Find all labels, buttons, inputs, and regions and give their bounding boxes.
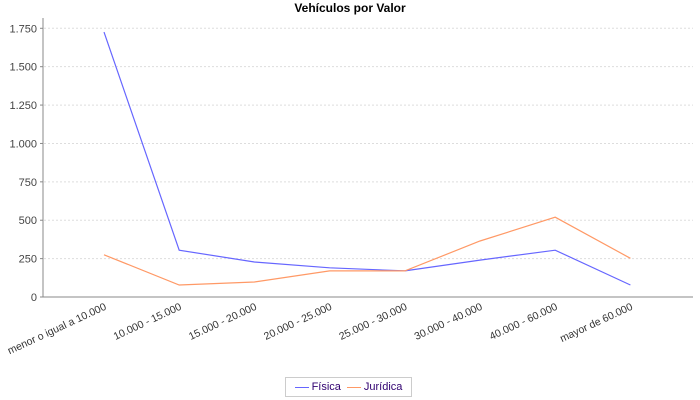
x-tick-label: 30.000 - 40.000	[413, 301, 485, 343]
y-tick-label: 1.750	[9, 23, 37, 35]
y-tick-label: 0	[31, 292, 37, 304]
legend-item-fisica: Física	[294, 381, 341, 393]
legend-label-fisica: Física	[311, 381, 341, 393]
y-tick-label: 1.000	[9, 138, 37, 150]
chart-title: Vehículos por Valor	[294, 1, 406, 15]
x-tick-label: menor o igual a 10.000	[6, 301, 109, 357]
legend: Física Jurídica	[285, 377, 412, 397]
x-tick-label: 40.000 - 60.000	[488, 301, 560, 343]
y-tick-label: 500	[19, 215, 37, 227]
y-tick-label: 1.250	[9, 100, 37, 112]
legend-swatch-fisica	[294, 386, 309, 388]
x-tick-label: mayor de 60.000	[558, 301, 635, 345]
series-line-fisica	[103, 31, 631, 286]
x-tick-label: 25.000 - 30.000	[337, 301, 409, 343]
y-tick-label: 250	[19, 254, 37, 266]
x-tick-label: 10.000 - 15.000	[112, 301, 184, 343]
legend-item-juridica: Jurídica	[346, 381, 403, 393]
x-tick-label: 20.000 - 25.000	[262, 301, 334, 343]
y-tick-label: 750	[19, 177, 37, 189]
legend-swatch-juridica	[346, 386, 361, 388]
x-tick-label: 15.000 - 20.000	[187, 301, 259, 343]
series-line-juridica	[103, 216, 631, 286]
y-tick-label: 1.500	[9, 62, 37, 74]
legend-label-juridica: Jurídica	[363, 381, 403, 393]
